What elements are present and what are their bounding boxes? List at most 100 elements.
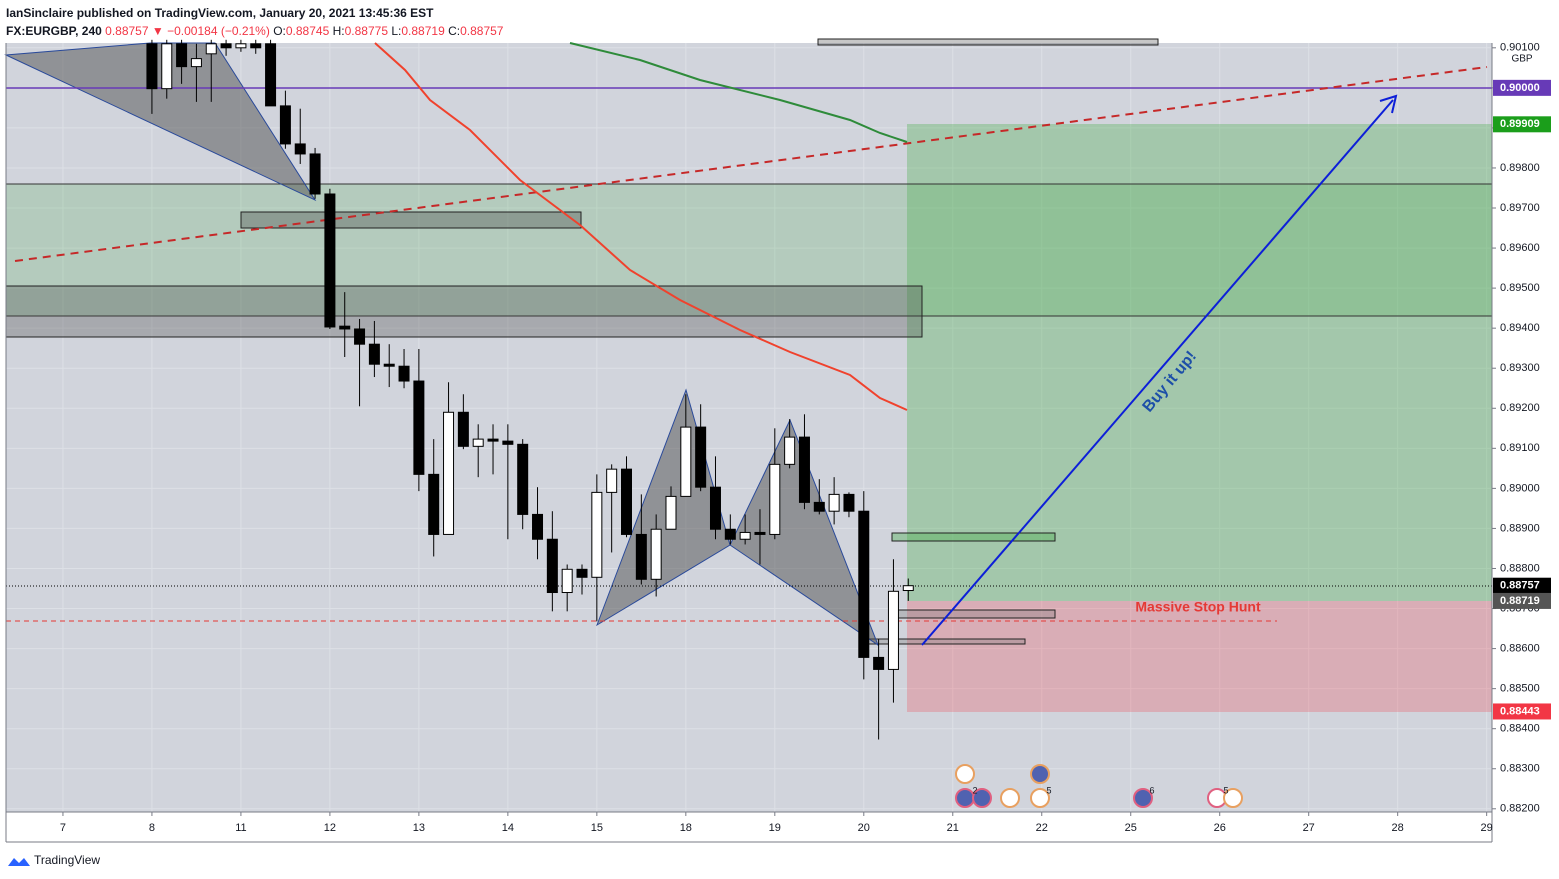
green-box xyxy=(891,532,1056,542)
ohlc-c-value: 0.88757 xyxy=(460,24,504,38)
candle-body xyxy=(190,58,202,68)
candle-body xyxy=(265,43,277,107)
candle-body xyxy=(517,443,529,515)
candle-body xyxy=(606,468,618,493)
harmonic-pattern xyxy=(4,42,317,202)
symbol-line: FX:EURGBP, 240 0.88757 ▼ −0.00184 (−0.21… xyxy=(6,22,503,40)
candle-body xyxy=(650,528,662,580)
candle-body xyxy=(887,590,899,670)
candle-body xyxy=(487,438,499,442)
candle-body xyxy=(709,486,721,530)
event-count: 6 xyxy=(1149,785,1154,795)
candle-body xyxy=(294,143,306,155)
y-tick-label: 0.89100 xyxy=(1500,442,1540,454)
trend-line xyxy=(14,66,1488,262)
price: 0.88757 xyxy=(105,24,149,38)
y-tick-label: 0.88800 xyxy=(1500,562,1540,574)
target-zone xyxy=(907,124,1492,601)
y-tick-label: 0.88500 xyxy=(1500,683,1540,695)
y-tick-label: 0.88600 xyxy=(1500,642,1540,654)
candle-body xyxy=(754,531,766,535)
event-count: 2 xyxy=(972,785,977,795)
candle-body xyxy=(680,426,692,497)
change: ▼ −0.00184 (−0.21%) xyxy=(151,24,270,38)
gray-box xyxy=(891,609,1056,619)
x-tick-label: 14 xyxy=(502,822,514,834)
candle-body xyxy=(532,513,544,540)
event-count: 5 xyxy=(1223,785,1228,795)
x-tick-label: 27 xyxy=(1303,822,1315,834)
ohlc-h-value: 0.88775 xyxy=(344,24,388,38)
ohlc-o: O: xyxy=(273,24,286,38)
candle-body xyxy=(309,153,321,195)
candle-body xyxy=(383,363,395,367)
y-tick-label: 0.88900 xyxy=(1500,522,1540,534)
candle-body xyxy=(546,538,558,594)
candle-body xyxy=(784,436,796,465)
candle-body xyxy=(428,473,440,535)
x-tick-label: 15 xyxy=(591,822,603,834)
x-tick-label: 8 xyxy=(149,822,155,834)
x-tick-label: 20 xyxy=(858,822,870,834)
ohlc-l: L: xyxy=(391,24,402,38)
y-tick-label: 0.89300 xyxy=(1500,362,1540,374)
candle-body xyxy=(205,43,217,55)
logo xyxy=(8,858,30,866)
gray-box xyxy=(817,38,1159,46)
gray-box xyxy=(240,211,582,229)
footer: TradingView xyxy=(34,853,100,867)
candle-body xyxy=(591,491,603,578)
candle-body xyxy=(858,510,870,658)
x-tick-label: 28 xyxy=(1392,822,1404,834)
arrow-head xyxy=(1379,94,1398,114)
event-icon xyxy=(972,788,992,808)
candle-body xyxy=(279,105,291,145)
y-tick-label: 0.88200 xyxy=(1500,803,1540,815)
x-tick-label: 7 xyxy=(60,822,66,834)
x-tick-label: 21 xyxy=(947,822,959,834)
symbol: FX:EURGBP, 240 xyxy=(6,24,102,38)
price-label-bg xyxy=(1493,703,1551,720)
events: 2 5 6 5 xyxy=(955,764,1243,808)
stop-zone xyxy=(907,601,1492,712)
publisher-line: IanSinclaire published on TradingView.co… xyxy=(6,4,503,22)
candle-body xyxy=(873,656,885,670)
y-tick-label: 0.89700 xyxy=(1500,202,1540,214)
y-tick-label: 0.89000 xyxy=(1500,482,1540,494)
candle-body xyxy=(665,495,677,530)
x-tick-label: 19 xyxy=(769,822,781,834)
y-tick-label: 0.89600 xyxy=(1500,242,1540,254)
candle-body xyxy=(739,531,751,540)
candle-body xyxy=(902,585,914,592)
arrow xyxy=(921,99,1394,646)
y-tick-label: 0.89500 xyxy=(1500,282,1540,294)
y-tick-label: 0.89800 xyxy=(1500,162,1540,174)
candle-body xyxy=(368,343,380,365)
price-label: 0.88719 xyxy=(1500,595,1540,607)
y-tick-label: 0.88300 xyxy=(1500,763,1540,775)
publisher: IanSinclaire published on TradingView.co… xyxy=(6,6,434,20)
price-label: 0.90000 xyxy=(1500,82,1540,94)
y-tick-label: 0.89400 xyxy=(1500,322,1540,334)
x-tick-label: 29 xyxy=(1481,822,1493,834)
event-icon xyxy=(955,788,975,808)
candle-body xyxy=(235,43,247,49)
price-label-bg xyxy=(1493,592,1551,609)
candle-body xyxy=(695,426,707,488)
candle-body xyxy=(843,493,855,512)
event-icon xyxy=(1030,788,1050,808)
x-tick-label: 26 xyxy=(1214,822,1226,834)
x-tick-label: 13 xyxy=(413,822,425,834)
candle-body xyxy=(621,468,633,535)
y-tick-label: 0.88400 xyxy=(1500,723,1540,735)
event-count: 5 xyxy=(1046,785,1051,795)
ohlc-h: H: xyxy=(332,24,345,38)
candle-body xyxy=(220,43,232,49)
price-label-bg xyxy=(1493,79,1551,96)
price-label-bg xyxy=(1493,577,1551,594)
price-label: 0.88443 xyxy=(1500,705,1540,717)
candle-body xyxy=(561,568,573,594)
x-tick-label: 25 xyxy=(1125,822,1137,834)
